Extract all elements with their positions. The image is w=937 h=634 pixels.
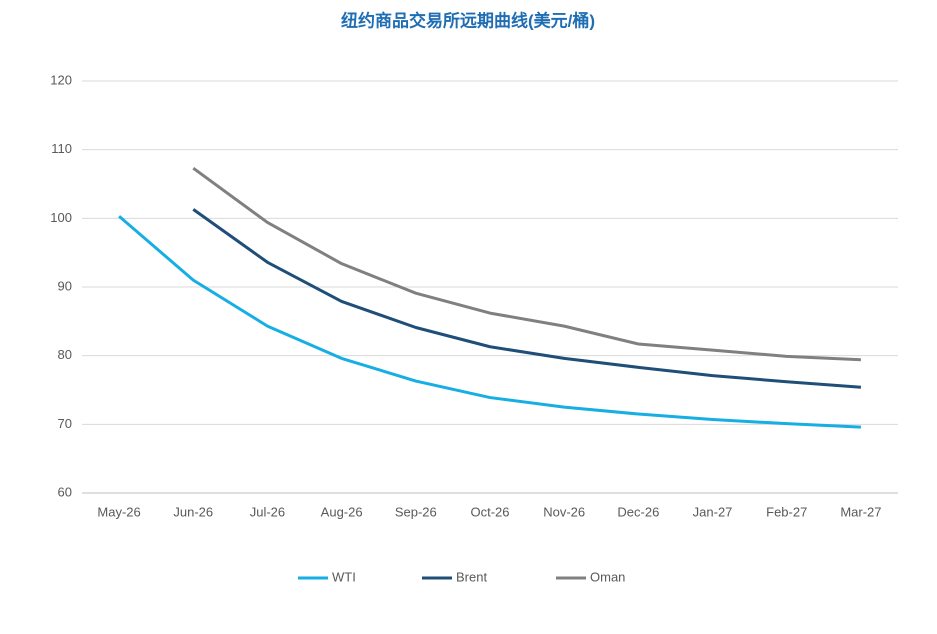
x-tick-label: Jun-26	[173, 504, 213, 519]
legend-label: WTI	[332, 569, 356, 584]
x-tick-label: Oct-26	[470, 504, 509, 519]
y-tick-label: 80	[58, 347, 72, 362]
series-line	[118, 215, 861, 429]
x-tick-label: Jul-26	[250, 504, 285, 519]
legend-label: Oman	[590, 569, 625, 584]
x-tick-label: Feb-27	[766, 504, 807, 519]
y-tick-label: 120	[50, 72, 72, 87]
y-tick-label: 70	[58, 416, 72, 431]
x-tick-label: May-26	[97, 504, 140, 519]
chart-title: 纽约商品交易所远期曲线(美元/桶)	[341, 10, 595, 30]
x-tick-label: Nov-26	[543, 504, 585, 519]
series-line	[192, 166, 861, 362]
legend-label: Brent	[456, 569, 487, 584]
x-tick-label: Aug-26	[321, 504, 363, 519]
y-tick-label: 110	[51, 141, 72, 156]
x-tick-label: Jan-27	[693, 504, 733, 519]
x-tick-label: Dec-26	[617, 504, 659, 519]
y-tick-label: 60	[58, 484, 72, 499]
x-tick-label: Sep-26	[395, 504, 437, 519]
y-tick-label: 90	[58, 278, 72, 293]
series-line	[192, 208, 862, 389]
y-tick-label: 100	[50, 210, 72, 225]
x-tick-label: Mar-27	[840, 504, 881, 519]
